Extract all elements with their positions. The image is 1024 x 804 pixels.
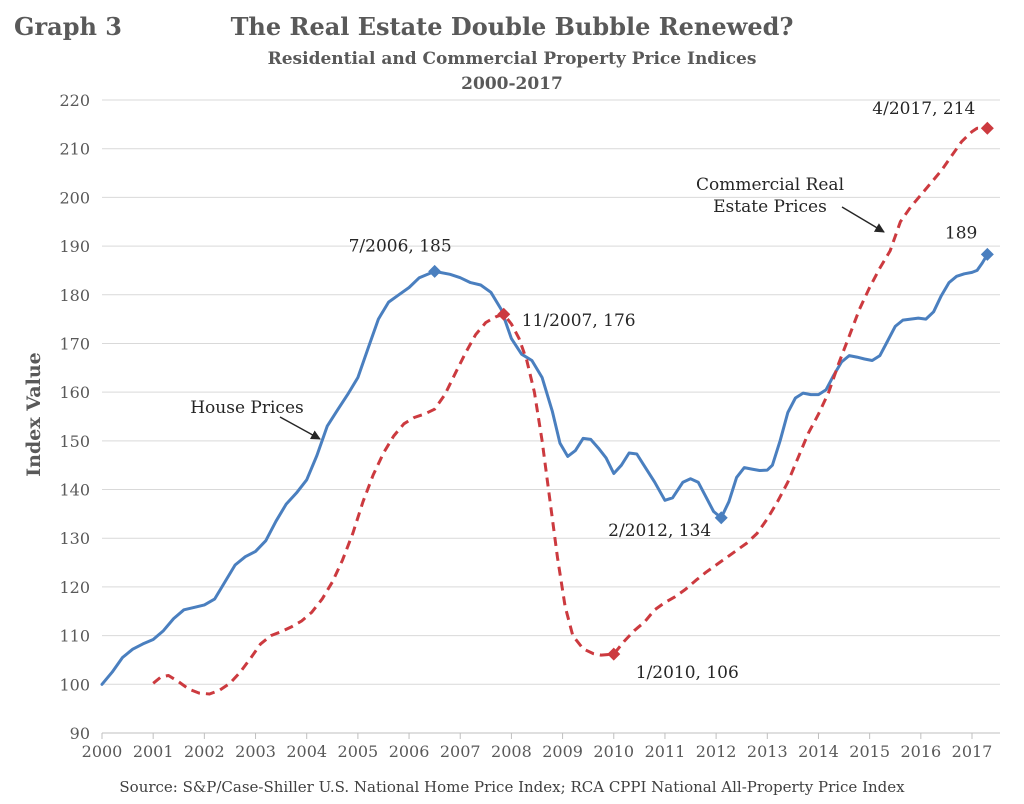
x-tick-label-2002: 2002	[184, 742, 225, 761]
data-marker-3	[497, 307, 511, 321]
x-tick-label-2007: 2007	[440, 742, 481, 761]
data-label-5: 4/2017, 214	[872, 99, 975, 119]
x-tick-label-2015: 2015	[849, 742, 890, 761]
data-label-2: 189	[945, 223, 977, 243]
y-tick-label-180: 180	[59, 286, 90, 305]
data-marker-1	[714, 511, 728, 525]
x-tick-label-2008: 2008	[491, 742, 532, 761]
x-tick-label-2016: 2016	[900, 742, 941, 761]
annotation-text-1-0: Commercial Real	[696, 175, 844, 195]
y-axis-title: Index Value	[23, 352, 45, 476]
y-tick-label-100: 100	[59, 675, 90, 694]
y-tick-label-120: 120	[59, 578, 90, 597]
chart-title: The Real Estate Double Bubble Renewed?	[230, 12, 794, 41]
y-tick-label-140: 140	[59, 481, 90, 500]
y-tick-label-170: 170	[59, 334, 90, 353]
y-tick-label-110: 110	[59, 627, 90, 646]
x-tick-label-2017: 2017	[952, 742, 993, 761]
x-tick-label-2000: 2000	[82, 742, 123, 761]
x-tick-label-2012: 2012	[696, 742, 737, 761]
annotation-text-1-1: Estate Prices	[713, 197, 827, 217]
data-marker-0	[428, 264, 442, 278]
y-tick-label-200: 200	[59, 188, 90, 207]
y-tick-label-210: 210	[59, 140, 90, 159]
annotation-arrow-0	[279, 416, 321, 440]
house-prices-line	[100, 252, 989, 686]
graph-number-label: Graph 3	[14, 12, 122, 41]
x-tick-label-2001: 2001	[133, 742, 174, 761]
commercial-prices-line	[152, 126, 988, 696]
x-tick-label-2006: 2006	[389, 742, 430, 761]
x-tick-label-2005: 2005	[338, 742, 379, 761]
x-tick-label-2011: 2011	[645, 742, 686, 761]
chart-subtitle-years: 2000-2017	[461, 74, 563, 94]
gridlines	[102, 99, 1000, 685]
annotation-arrow-1	[841, 206, 885, 233]
y-tick-label-220: 220	[59, 91, 90, 110]
data-markers: 7/2006, 185 2/2012, 134 189 11/2007, 176 1/2…	[349, 99, 994, 683]
x-tick-label-2013: 2013	[747, 742, 788, 761]
data-marker-4	[607, 647, 621, 661]
y-tick-label-150: 150	[59, 432, 90, 451]
data-label-1: 2/2012, 134	[608, 521, 711, 541]
y-tick-label-160: 160	[59, 383, 90, 402]
y-tick-label-190: 190	[59, 237, 90, 256]
data-label-0: 7/2006, 185	[349, 236, 452, 256]
x-tick-label-2004: 2004	[286, 742, 327, 761]
source-note: Source: S&P/Case-Shiller U.S. National H…	[119, 778, 905, 796]
x-tick-label-2010: 2010	[593, 742, 634, 761]
x-tick-label-2003: 2003	[235, 742, 276, 761]
x-tick-label-2009: 2009	[542, 742, 583, 761]
data-marker-5	[980, 121, 994, 135]
y-tick-label-90: 90	[70, 724, 90, 743]
axes: 90 100 110 120 130 140 150 160 170 180 190 200 210 22…	[23, 91, 1000, 761]
data-label-3: 11/2007, 176	[522, 311, 636, 331]
data-marker-2	[980, 247, 994, 261]
annotation-text-0-0: House Prices	[190, 398, 304, 418]
x-tick-label-2014: 2014	[798, 742, 839, 761]
series-lines	[100, 126, 989, 696]
chart-subtitle: Residential and Commercial Property Pric…	[267, 49, 757, 69]
y-tick-label-130: 130	[59, 529, 90, 548]
data-label-4: 1/2010, 106	[636, 663, 739, 683]
